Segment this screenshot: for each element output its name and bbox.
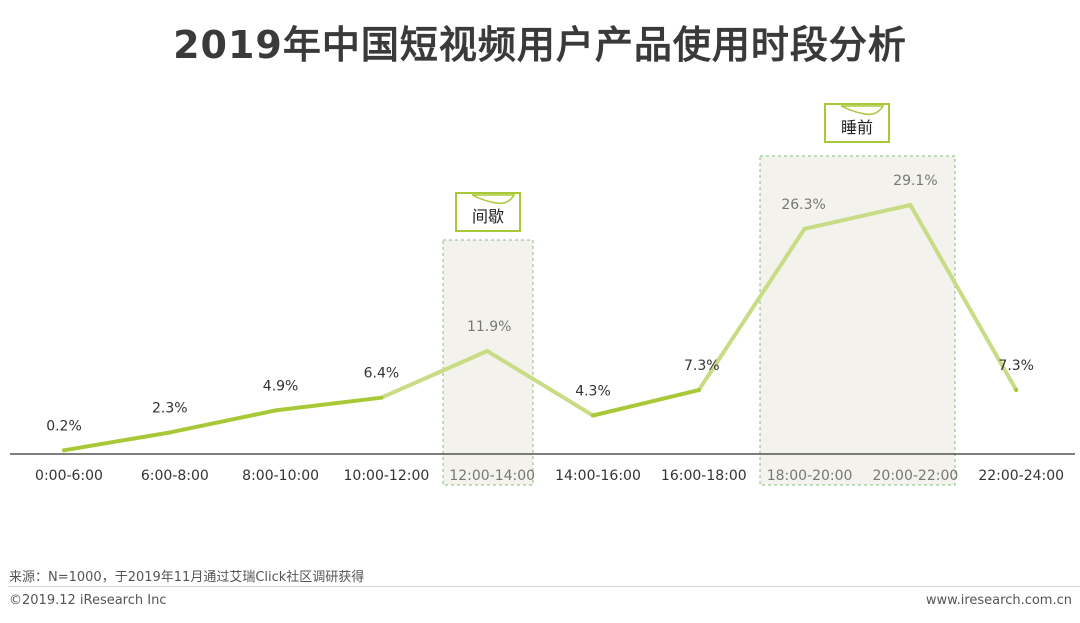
x-tick-label: 14:00-16:00 [555, 468, 641, 484]
x-tick-label: 6:00-8:00 [141, 468, 209, 484]
x-tick-label: 16:00-18:00 [661, 468, 747, 484]
series-segment [485, 348, 595, 418]
series-segment [696, 226, 807, 393]
x-tick-label: 0:00-6:00 [35, 468, 103, 484]
data-label: 11.9% [467, 319, 511, 335]
data-point [485, 348, 490, 353]
data-point [62, 448, 66, 453]
copyright: ©2019.12 iResearch Inc [9, 593, 167, 608]
tag-fold-icon [471, 194, 516, 205]
x-tick-label: 22:00-24:00 [978, 468, 1064, 484]
data-point [908, 203, 913, 207]
tag-fold-icon [840, 105, 885, 116]
data-label: 0.2% [46, 418, 82, 434]
data-label: 7.3% [998, 358, 1034, 374]
data-label: 7.3% [684, 358, 720, 374]
x-tick-label: 18:00-20:00 [767, 468, 853, 484]
data-point [273, 408, 278, 413]
x-tick-label: 8:00-10:00 [242, 468, 319, 484]
series-segment [273, 395, 384, 413]
series-segment [62, 430, 172, 453]
data-label: 26.3% [781, 197, 825, 213]
data-label: 2.3% [152, 400, 188, 416]
series-segment [167, 408, 278, 435]
series-segment [591, 388, 701, 418]
series-segment [908, 203, 1019, 393]
x-tick-label: 12:00-14:00 [449, 468, 535, 484]
data-point [379, 395, 384, 400]
data-point [696, 388, 701, 393]
highlight-tag-label: 睡前 [841, 118, 873, 137]
x-tick-label: 20:00-22:00 [873, 468, 959, 484]
data-label: 6.4% [364, 366, 400, 382]
data-label: 4.9% [263, 378, 299, 394]
data-point [591, 413, 595, 418]
footer-divider [8, 586, 1080, 587]
data-point [167, 430, 172, 435]
data-label: 4.3% [575, 384, 611, 400]
highlight-tag-label: 间歇 [472, 207, 504, 226]
series-segment [802, 203, 913, 231]
data-point [1014, 388, 1019, 393]
source-note: 来源：N=1000，于2019年11月通过艾瑞Click社区调研获得 [9, 570, 365, 585]
chart-title: 2019年中国短视频用户产品使用时段分析 [173, 23, 907, 67]
highlight-box [759, 155, 956, 486]
data-label: 29.1% [893, 173, 937, 189]
x-tick-label: 10:00-12:00 [344, 468, 430, 484]
data-point [802, 226, 807, 231]
series-segment [379, 348, 490, 400]
website: www.iresearch.com.cn [925, 593, 1072, 608]
